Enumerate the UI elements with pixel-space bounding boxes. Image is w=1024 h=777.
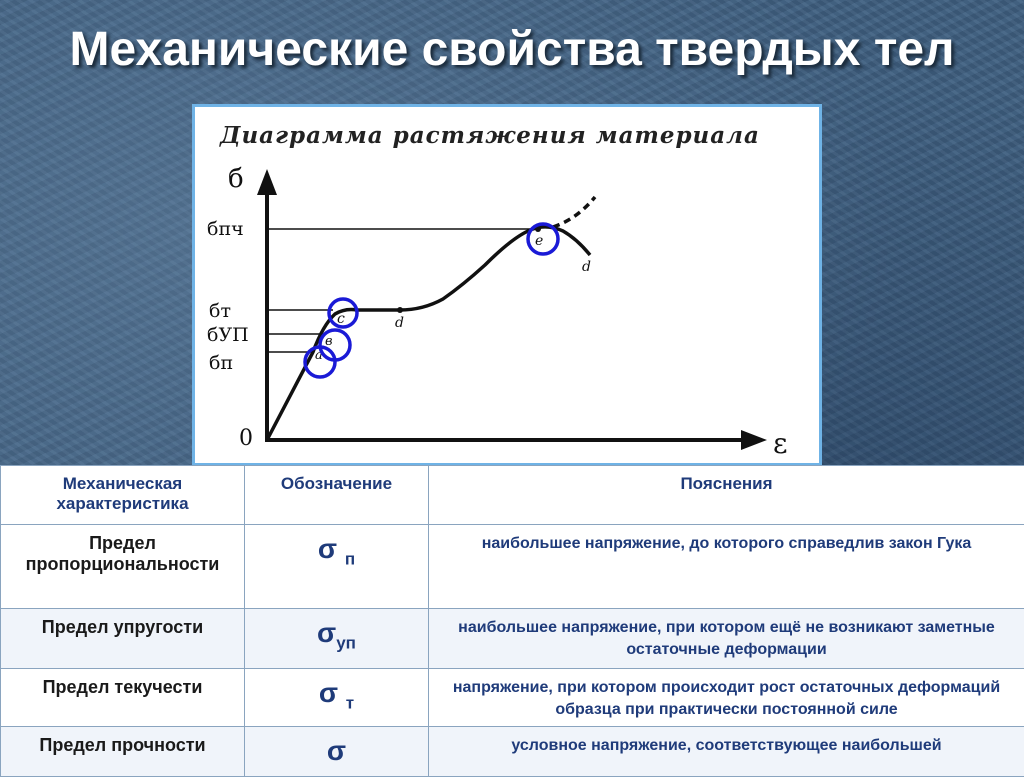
level-label-t: бт xyxy=(209,300,231,322)
symbol-sigma: σ xyxy=(327,735,346,766)
row-description: наибольшее напряжение, до которого справ… xyxy=(429,525,1024,609)
slide-title: Механические свойства твердых тел xyxy=(0,22,1024,77)
curve-dashed-extension xyxy=(553,197,595,227)
row-name: Предел текучести xyxy=(1,669,245,727)
stress-strain-diagram: Диаграмма растяжения материала б ε 0 бпч… xyxy=(192,104,822,466)
point-label-d-end: d xyxy=(582,259,591,275)
symbol-sigma: σ xyxy=(317,617,336,648)
symbol-subscript: п xyxy=(345,550,355,569)
row-symbol: σ т xyxy=(245,669,429,727)
y-axis-label: б xyxy=(228,164,244,194)
header-explanation: Пояснения xyxy=(429,466,1024,525)
point-label-d-plateau: d xyxy=(395,315,404,331)
level-label-pch: бпч xyxy=(207,218,244,240)
point-label-e: e xyxy=(535,233,543,249)
row-name: Предел пропорциональности xyxy=(1,525,245,609)
header-characteristic: Механическая характеристика xyxy=(1,466,245,525)
row-description: напряжение, при котором происходит рост … xyxy=(429,669,1024,727)
diagram-svg: Диаграмма растяжения материала б ε 0 бпч… xyxy=(195,107,819,463)
row-symbol: σ xyxy=(245,727,429,777)
table-header-row: Механическая характеристика Обозначение … xyxy=(1,466,1024,525)
y-axis-arrow xyxy=(257,169,277,195)
point-plateau-end xyxy=(397,307,403,313)
row-name: Предел упругости xyxy=(1,609,245,669)
table-row: Предел прочности σ условное напряжение, … xyxy=(1,727,1024,777)
row-description: условное напряжение, соответствующее наи… xyxy=(429,727,1024,777)
level-label-up: бУП xyxy=(207,324,249,346)
properties-table: Механическая характеристика Обозначение … xyxy=(0,465,1024,777)
row-symbol: σуп xyxy=(245,609,429,669)
table-row: Предел текучести σ т напряжение, при кот… xyxy=(1,669,1024,727)
row-name: Предел прочности xyxy=(1,727,245,777)
origin-label: 0 xyxy=(239,426,253,451)
symbol-subscript: уп xyxy=(336,634,356,653)
row-description: наибольшее напряжение, при котором ещё н… xyxy=(429,609,1024,669)
x-axis-label: ε xyxy=(773,427,788,460)
table-row: Предел пропорциональности σ п наибольшее… xyxy=(1,525,1024,609)
table-row: Предел упругости σуп наибольшее напряжен… xyxy=(1,609,1024,669)
symbol-sigma: σ xyxy=(319,677,338,708)
symbol-sigma: σ xyxy=(318,533,337,564)
symbol-subscript: т xyxy=(346,694,354,713)
x-axis-arrow xyxy=(741,430,767,450)
level-label-p: бп xyxy=(209,352,233,374)
header-notation: Обозначение xyxy=(245,466,429,525)
diagram-title: Диаграмма растяжения материала xyxy=(219,122,760,149)
row-symbol: σ п xyxy=(245,525,429,609)
